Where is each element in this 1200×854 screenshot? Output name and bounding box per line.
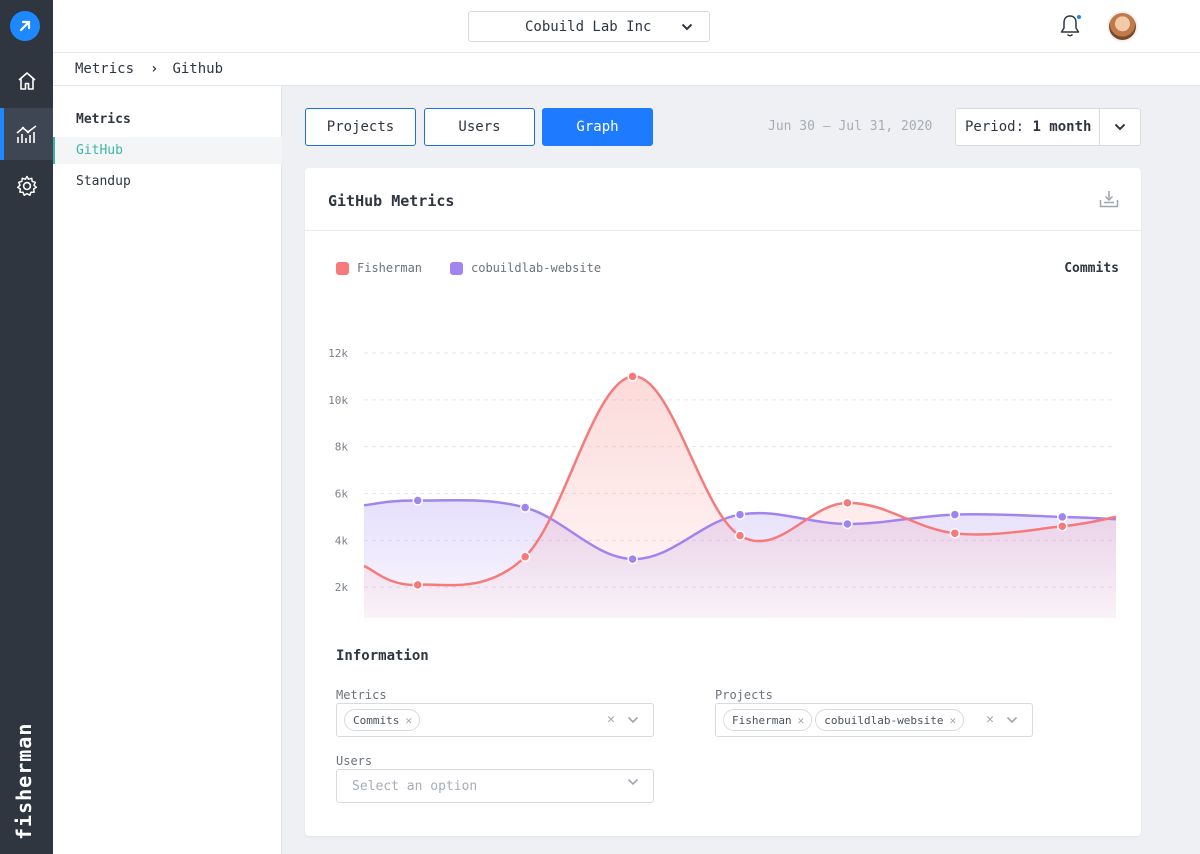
- metrics-select[interactable]: Commits ✕ ✕: [336, 703, 654, 737]
- chart-icon: [16, 125, 36, 143]
- legend-label: Fisherman: [357, 261, 423, 275]
- user-avatar[interactable]: [1107, 11, 1138, 42]
- legend-swatch: [336, 261, 349, 275]
- chevron-down-icon[interactable]: [627, 716, 639, 724]
- legend-item-fisherman[interactable]: Fisherman: [336, 261, 422, 275]
- chevron-down-icon: [681, 23, 693, 30]
- data-point-website[interactable]: [949, 509, 961, 520]
- users-select[interactable]: Select an option: [336, 769, 654, 803]
- data-point-website[interactable]: [412, 495, 423, 506]
- series-line-fisherman: [363, 375, 1117, 587]
- data-point-website[interactable]: [627, 553, 638, 565]
- remove-tag-icon[interactable]: ✕: [797, 713, 805, 727]
- information-heading: Information: [336, 648, 429, 664]
- data-point-fisherman[interactable]: [1057, 521, 1068, 532]
- projects-tag-fisherman[interactable]: Fisherman ✕: [723, 709, 813, 731]
- data-point-fisherman[interactable]: [842, 497, 853, 509]
- users-field-label: Users: [336, 754, 373, 768]
- app-rail: fisherman: [0, 0, 53, 854]
- nav-home[interactable]: [0, 55, 53, 107]
- nav-settings[interactable]: [0, 160, 53, 212]
- company-name: Cobuild Lab Inc: [525, 18, 652, 35]
- chevron-down-icon: [1114, 123, 1126, 131]
- card-title: GitHub Metrics: [328, 192, 455, 210]
- data-point-fisherman[interactable]: [519, 551, 531, 562]
- area-fisherman: [364, 376, 1116, 618]
- commits-chart: 02k4k6k8k10k12k Jul 04Jul 08Jul 12Jul 16…: [328, 347, 1117, 618]
- data-point-website[interactable]: [842, 518, 853, 530]
- gear-icon: [16, 175, 37, 196]
- metrics-card: GitHub Metrics Fisherman cobuildlab-webs…: [305, 168, 1141, 836]
- tag-label: Commits: [353, 713, 400, 727]
- tag-label: cobuildlab-website: [824, 713, 944, 727]
- app-logo-icon[interactable]: [10, 11, 40, 41]
- projects-select[interactable]: Fisherman ✕ cobuildlab-website ✕ ✕: [715, 703, 1033, 737]
- side-menu: Metrics GitHub Standup: [53, 86, 282, 854]
- data-point-fisherman[interactable]: [949, 528, 961, 539]
- projects-button[interactable]: Projects: [305, 108, 416, 146]
- clear-icon[interactable]: ✕: [986, 712, 994, 727]
- y-tick-label: 8k: [335, 441, 349, 454]
- breadcrumb-metrics[interactable]: Metrics: [75, 61, 135, 77]
- breadcrumb-github: Github: [172, 61, 224, 77]
- clear-icon[interactable]: ✕: [607, 712, 615, 727]
- download-icon: [1099, 191, 1119, 208]
- users-placeholder: Select an option: [352, 778, 478, 794]
- chevron-down-icon[interactable]: [627, 778, 639, 786]
- y-tick-label: 12k: [328, 347, 348, 360]
- graph-button[interactable]: Graph: [542, 108, 653, 146]
- breadcrumb: Metrics › Github: [53, 53, 1200, 86]
- side-menu-item-github[interactable]: GitHub: [53, 137, 282, 164]
- data-point-website[interactable]: [734, 509, 746, 520]
- y-tick-label: 2k: [335, 581, 349, 594]
- metrics-tag-commits[interactable]: Commits ✕: [344, 709, 420, 731]
- period-select[interactable]: Period: 1 month: [955, 108, 1141, 146]
- remove-tag-icon[interactable]: ✕: [405, 713, 412, 727]
- nav-metrics[interactable]: [0, 108, 53, 160]
- date-range: Jun 30 — Jul 31, 2020: [768, 119, 933, 134]
- chevron-down-icon[interactable]: [1006, 716, 1018, 724]
- legend-label: cobuildlab-website: [471, 261, 602, 275]
- data-point-fisherman[interactable]: [412, 579, 423, 591]
- metrics-field-label: Metrics: [336, 688, 387, 702]
- y-tick-label: 6k: [335, 488, 349, 501]
- side-menu-item-standup[interactable]: Standup: [76, 174, 131, 189]
- home-icon: [17, 72, 36, 90]
- projects-tag-website[interactable]: cobuildlab-website ✕: [815, 709, 965, 731]
- remove-tag-icon[interactable]: ✕: [949, 713, 957, 727]
- side-menu-heading: Metrics: [76, 112, 131, 127]
- breadcrumb-chevron-icon: ›: [150, 61, 159, 77]
- top-bar: Cobuild Lab Inc: [53, 0, 1200, 53]
- notifications-button[interactable]: [1058, 13, 1084, 39]
- download-button[interactable]: [1099, 190, 1119, 212]
- main-content: Projects Users Graph Jun 30 — Jul 31, 20…: [283, 86, 1200, 854]
- select-controls: ✕: [607, 712, 639, 727]
- notification-dot: [1076, 14, 1082, 20]
- legend-swatch: [450, 261, 463, 275]
- projects-field-label: Projects: [715, 688, 773, 702]
- data-point-fisherman[interactable]: [627, 371, 638, 382]
- metric-label: Commits: [1064, 261, 1119, 276]
- y-tick-label: 10k: [328, 394, 348, 407]
- legend-item-website[interactable]: cobuildlab-website: [450, 261, 601, 275]
- card-divider: [305, 230, 1141, 231]
- bell-icon: [1060, 15, 1080, 37]
- period-text: Period: 1 month: [956, 119, 1099, 135]
- tag-label: Fisherman: [732, 713, 792, 727]
- period-dropdown-toggle[interactable]: [1099, 109, 1140, 145]
- users-button[interactable]: Users: [424, 108, 535, 146]
- data-point-website[interactable]: [1057, 511, 1068, 523]
- y-tick-label: 4k: [335, 534, 349, 547]
- company-select[interactable]: Cobuild Lab Inc: [468, 11, 710, 42]
- data-point-fisherman[interactable]: [734, 530, 746, 541]
- period-value: 1 month: [1032, 119, 1092, 135]
- brand-wordmark: fisherman: [12, 722, 36, 840]
- period-label: Period:: [965, 119, 1025, 135]
- select-controls: [627, 778, 639, 786]
- select-controls: ✕: [986, 712, 1018, 727]
- data-point-website[interactable]: [519, 502, 531, 513]
